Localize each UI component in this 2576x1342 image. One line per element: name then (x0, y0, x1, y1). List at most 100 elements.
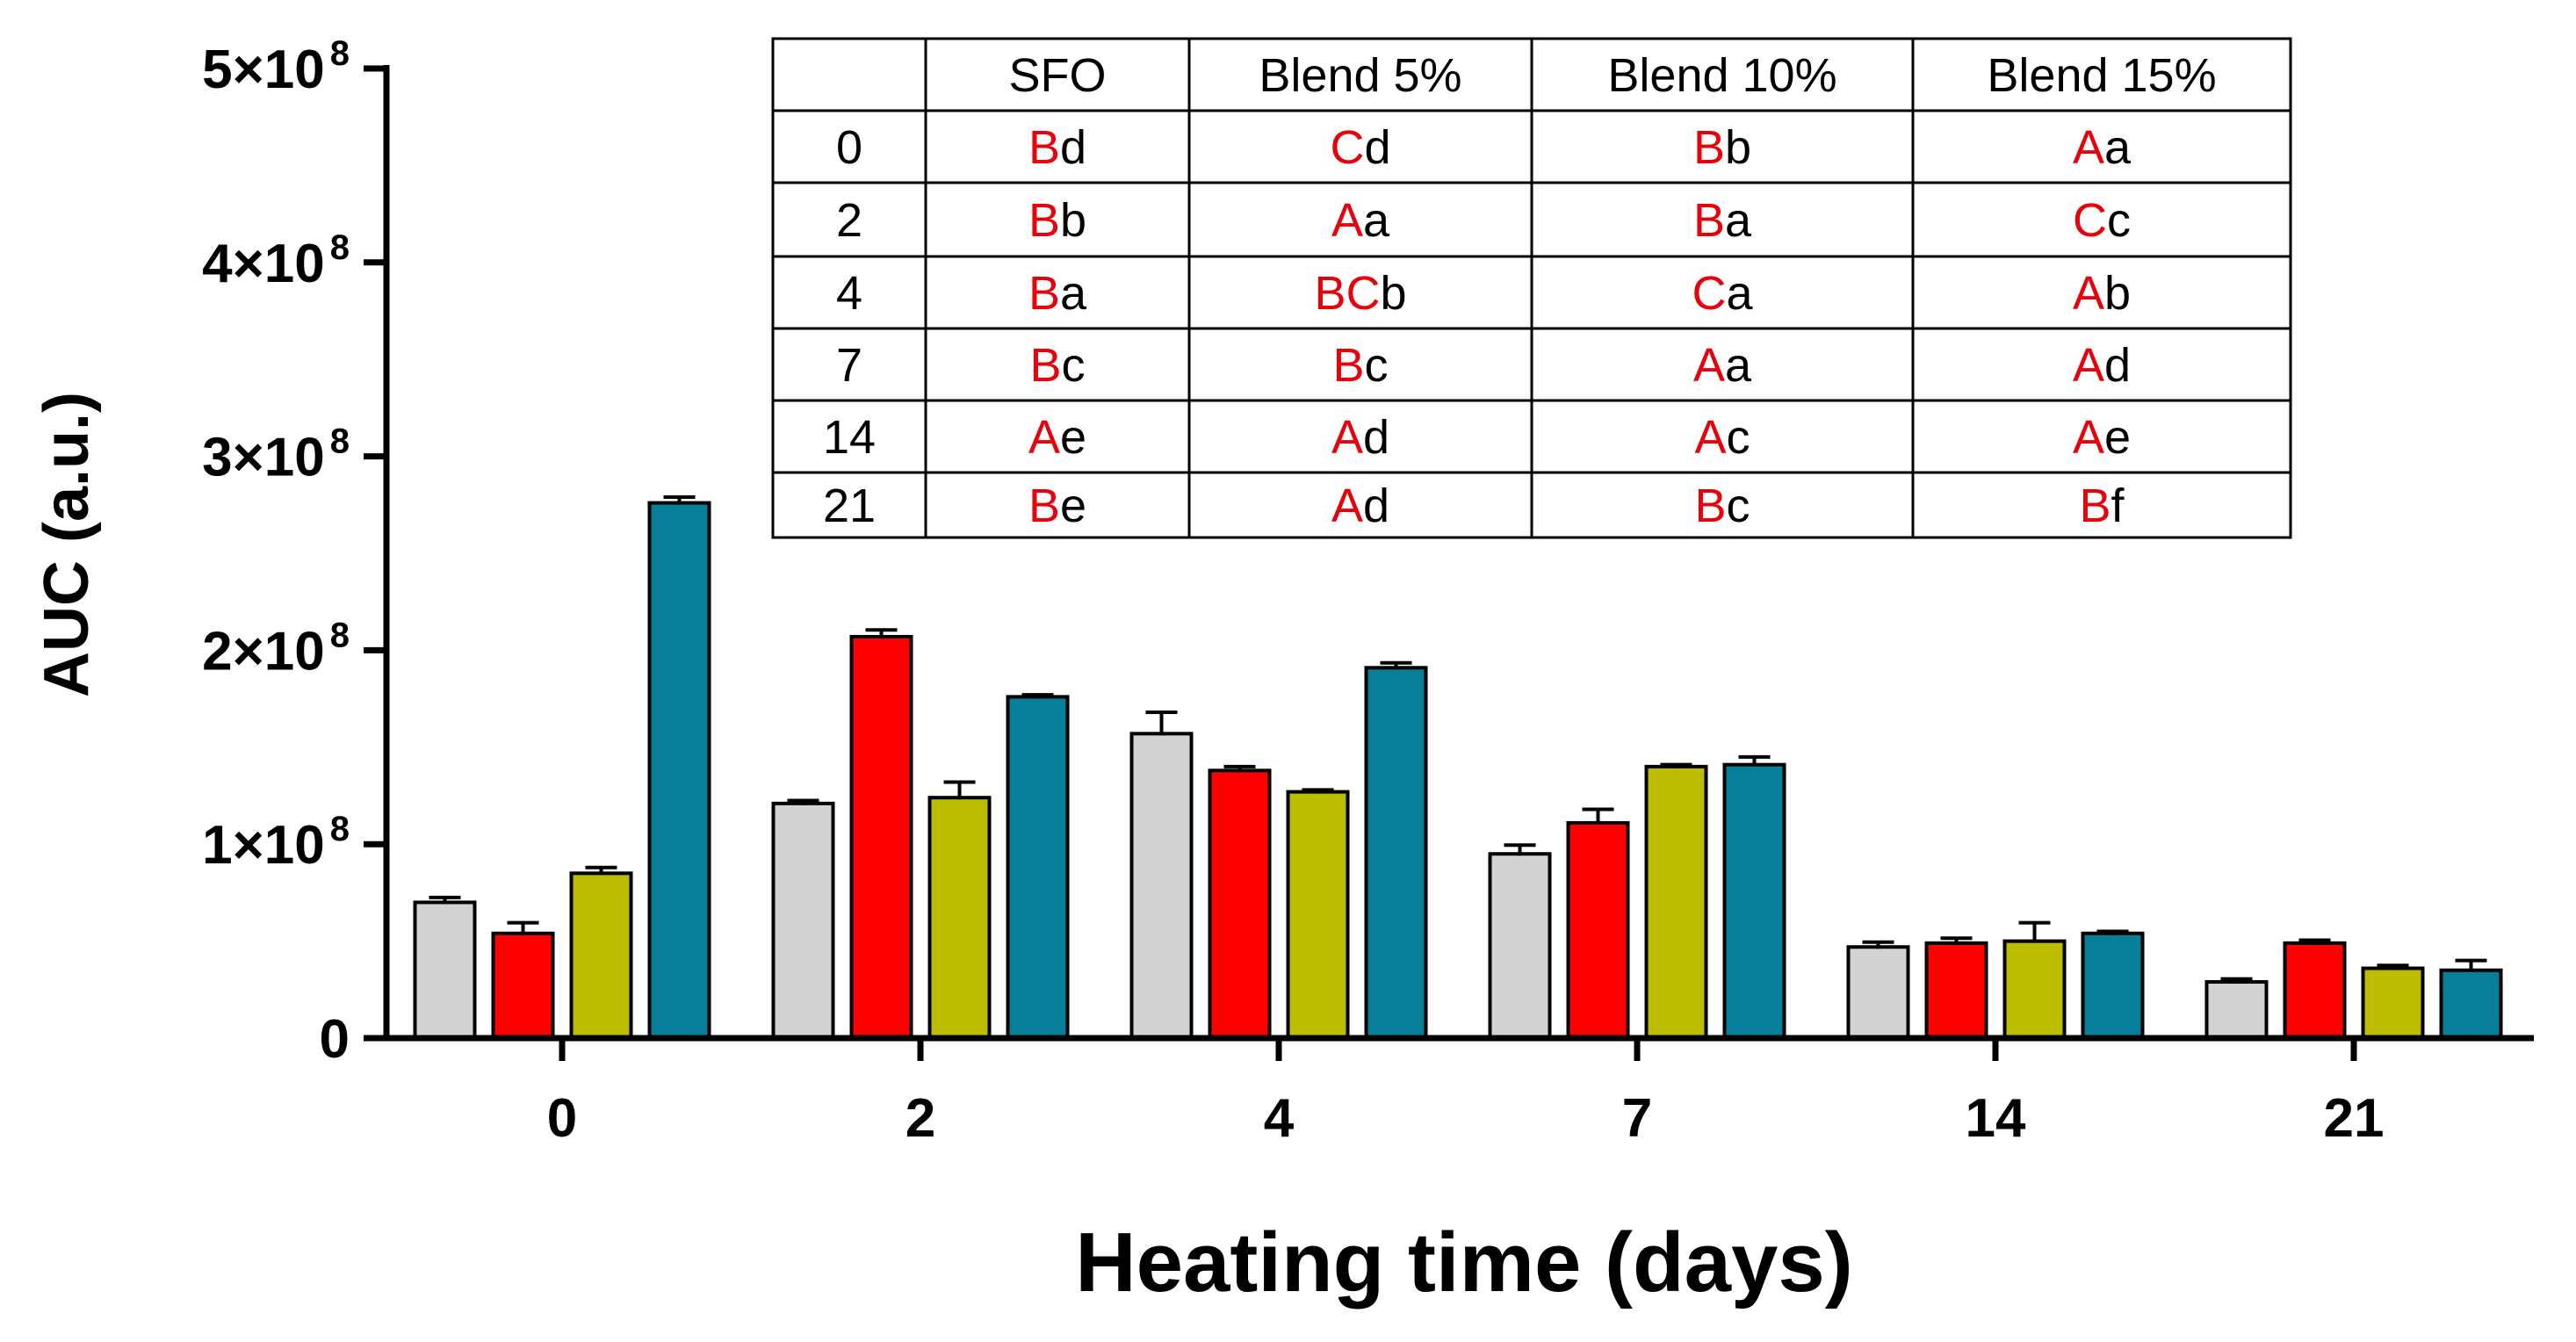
table-day-cell: 7 (836, 339, 862, 392)
table-letter-cell: Cd (1330, 121, 1390, 174)
bar-blend-5--day-0 (491, 931, 555, 1040)
bar-blend-5--day-2 (849, 634, 913, 1040)
table-letter-cell: Ae (1028, 411, 1086, 464)
table-letter-cell: Ba (1028, 267, 1087, 320)
table-day-cell: 14 (823, 411, 876, 464)
x-tick-label-14: 14 (1966, 1088, 2026, 1149)
bar-sfo-day-14 (1846, 945, 1910, 1040)
table-letter-cell: Ad (1331, 480, 1389, 532)
table-letter-cell: Cc (2073, 194, 2131, 247)
x-axis-label: Heating time (days) (1075, 1216, 1853, 1310)
error-bar (1380, 660, 1412, 670)
table-header-cell: Blend 5% (1259, 49, 1461, 102)
table-day-cell: 4 (836, 267, 862, 320)
table-letter-cell: Ac (1694, 411, 1750, 464)
table-letter-cell: BCb (1314, 267, 1406, 320)
error-bar (1582, 807, 1614, 825)
error-bar (1738, 754, 1771, 767)
bar-blend-10--day-0 (569, 871, 633, 1040)
table-letter-cell: Aa (1693, 339, 1752, 392)
bar-blend-10--day-14 (2002, 939, 2067, 1040)
bar-blend-5--day-4 (1208, 768, 1272, 1041)
bar-blend-15--day-2 (1006, 695, 1070, 1041)
bar-blend-10--day-2 (927, 796, 992, 1040)
y-tick-label: 5×10 8 (202, 34, 350, 100)
bars-layer (413, 494, 2503, 1041)
table-letter-cell: Bc (1694, 480, 1750, 532)
y-tick-label: 4×10 8 (202, 228, 350, 294)
error-bar (429, 895, 461, 905)
error-bar (1021, 693, 1054, 699)
bar-sfo-day-0 (413, 900, 477, 1040)
table-letter-cell: Bd (1028, 121, 1086, 174)
bar-blend-10--day-4 (1286, 790, 1350, 1040)
bar-blend-5--day-7 (1566, 820, 1630, 1040)
error-bar (2298, 938, 2331, 945)
bar-blend-5--day-14 (1924, 941, 1988, 1040)
bar-sfo-day-2 (771, 801, 835, 1040)
bar-blend-15--day-4 (1364, 666, 1428, 1040)
y-axis-label: AUC (a.u.) (32, 392, 102, 697)
bar-blend-15--day-0 (647, 501, 711, 1040)
error-bar (1223, 764, 1256, 773)
x-tick-label-4: 4 (1264, 1088, 1295, 1149)
error-bar (1660, 762, 1692, 768)
error-bar (865, 628, 898, 639)
error-bar (943, 780, 976, 800)
table-header-cell: Blend 10% (1607, 49, 1836, 102)
table-header-cell: Blend 15% (1987, 49, 2216, 102)
error-bar (2377, 963, 2409, 970)
table-letter-cell: Bb (1693, 121, 1751, 174)
axes-layer: 0 1×10 8 2×10 8 3×10 8 4×10 8 5×10 8 0 2 4 7 14 21 (202, 34, 2534, 1149)
bar-blend-15--day-7 (1722, 762, 1786, 1040)
bar-blend-5--day-21 (2283, 941, 2347, 1040)
error-bar (787, 798, 819, 805)
bar-sfo-day-7 (1488, 852, 1552, 1040)
table-day-cell: 0 (836, 121, 862, 174)
error-bar (1504, 843, 1536, 856)
bar-blend-15--day-14 (2081, 931, 2145, 1040)
error-bar (2018, 920, 2051, 943)
table-day-cell: 2 (836, 194, 862, 247)
bar-blend-10--day-7 (1644, 764, 1708, 1040)
y-tick-label: 0 (320, 1009, 350, 1070)
error-bar (1145, 711, 1178, 736)
table-letter-cell: Bf (2079, 480, 2125, 532)
table-letter-cell: Aa (2073, 121, 2132, 174)
table-day-cell: 21 (823, 480, 876, 532)
x-tick-label-7: 7 (1622, 1088, 1652, 1149)
error-bar (2096, 929, 2129, 935)
table-header-cell: SFO (1008, 49, 1106, 102)
error-bar (1862, 940, 1894, 949)
table-letter-cell: Ca (1692, 267, 1753, 320)
table-letter-cell: Ae (2073, 411, 2131, 464)
bar-blend-10--day-21 (2361, 966, 2425, 1040)
error-bar (507, 920, 539, 935)
table-letter-cell: Bc (1029, 339, 1085, 392)
error-bar (2455, 958, 2487, 972)
y-tick-label: 1×10 8 (202, 810, 350, 876)
x-tick-label-2: 2 (906, 1088, 935, 1149)
error-bar (1302, 788, 1334, 794)
significance-table: SFO Blend 5% Blend 10% Blend 15% 0 Bd Cd Bb Aa 2 B… (771, 37, 2292, 539)
table-letter-cell: Ba (1693, 194, 1752, 247)
table-letter-cell: Ad (2073, 339, 2131, 392)
error-bar (585, 865, 617, 876)
table-letter-cell: Bc (1332, 339, 1388, 392)
error-bar (2220, 977, 2253, 984)
bar-blend-15--day-21 (2439, 968, 2503, 1040)
error-bar (1940, 936, 1973, 945)
table-letter-cell: Bb (1028, 194, 1086, 247)
table-letter-cell: Aa (1331, 194, 1390, 247)
y-tick-label: 3×10 8 (202, 422, 350, 488)
table-letter-cell: Be (1028, 480, 1086, 532)
table-letter-cell: Ad (1331, 411, 1389, 464)
x-tick-label-21: 21 (2324, 1088, 2385, 1149)
bar-sfo-day-4 (1129, 732, 1194, 1040)
table-letter-cell: Ab (2073, 267, 2131, 320)
error-bar (663, 494, 696, 505)
y-tick-label: 2×10 8 (202, 616, 350, 682)
bar-sfo-day-21 (2204, 979, 2269, 1041)
x-tick-label-0: 0 (547, 1088, 577, 1149)
